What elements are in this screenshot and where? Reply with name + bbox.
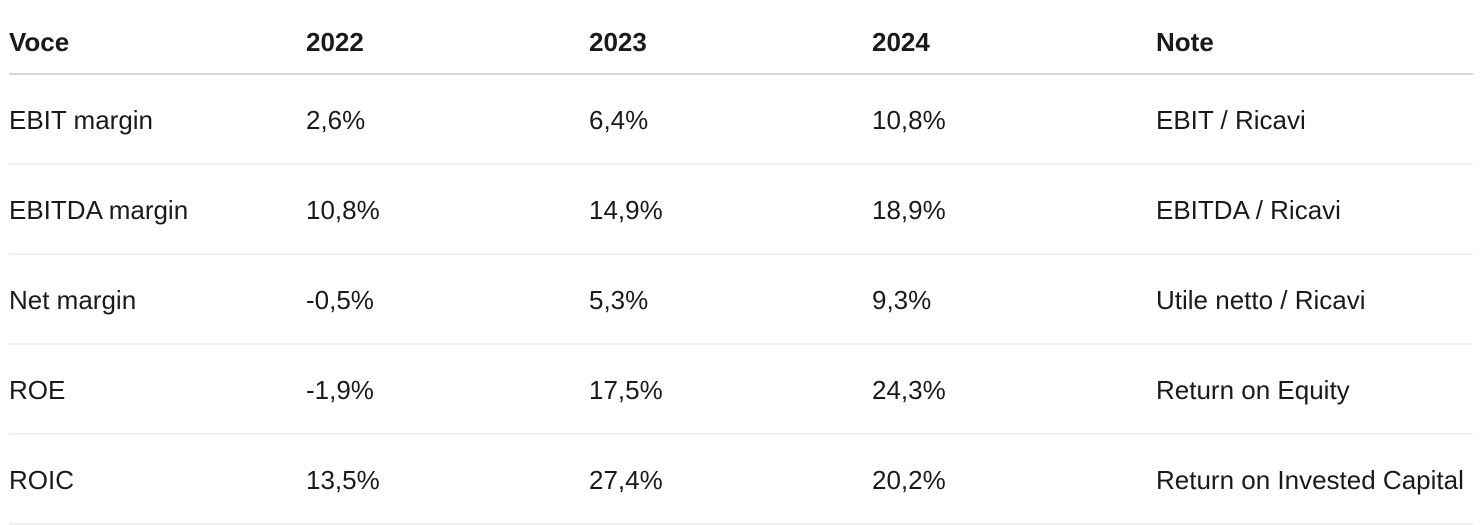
cell-note: Return on Equity xyxy=(1156,344,1473,435)
cell-voce: ROE xyxy=(9,344,306,435)
cell-voce: ROIC xyxy=(9,434,306,525)
table-row: EBIT margin 2,6% 6,4% 10,8% EBIT / Ricav… xyxy=(9,74,1473,165)
cell-2024: 24,3% xyxy=(872,344,1156,435)
table-header-row: Voce 2022 2023 2024 Note xyxy=(9,0,1473,75)
column-header-2024: 2024 xyxy=(872,0,1156,75)
cell-2023: 17,5% xyxy=(589,344,872,435)
cell-2022: 10,8% xyxy=(306,164,589,255)
table-row: Net margin -0,5% 5,3% 9,3% Utile netto /… xyxy=(9,254,1473,345)
column-header-voce: Voce xyxy=(9,0,306,75)
cell-note: EBITDA / Ricavi xyxy=(1156,164,1473,255)
cell-voce: Net margin xyxy=(9,254,306,345)
cell-2024: 9,3% xyxy=(872,254,1156,345)
column-header-2022: 2022 xyxy=(306,0,589,75)
cell-2022: 13,5% xyxy=(306,434,589,525)
cell-2023: 14,9% xyxy=(589,164,872,255)
cell-2022: -1,9% xyxy=(306,344,589,435)
table-row: EBITDA margin 10,8% 14,9% 18,9% EBITDA /… xyxy=(9,164,1473,255)
cell-2023: 27,4% xyxy=(589,434,872,525)
cell-2023: 5,3% xyxy=(589,254,872,345)
column-header-2023: 2023 xyxy=(589,0,872,75)
column-header-note: Note xyxy=(1156,0,1473,75)
cell-note: Return on Invested Capital xyxy=(1156,434,1473,525)
cell-voce: EBITDA margin xyxy=(9,164,306,255)
cell-voce: EBIT margin xyxy=(9,74,306,165)
table-row: ROIC 13,5% 27,4% 20,2% Return on Investe… xyxy=(9,434,1473,525)
cell-2023: 6,4% xyxy=(589,74,872,165)
financial-ratios-table: Voce 2022 2023 2024 Note EBIT margin 2,6… xyxy=(9,0,1473,525)
cell-note: Utile netto / Ricavi xyxy=(1156,254,1473,345)
cell-2024: 18,9% xyxy=(872,164,1156,255)
cell-2022: 2,6% xyxy=(306,74,589,165)
page: { "table": { "headers": { "voce": "Voce"… xyxy=(9,0,1473,525)
cell-2024: 10,8% xyxy=(872,74,1156,165)
cell-note: EBIT / Ricavi xyxy=(1156,74,1473,165)
table-row: ROE -1,9% 17,5% 24,3% Return on Equity xyxy=(9,344,1473,435)
cell-2024: 20,2% xyxy=(872,434,1156,525)
cell-2022: -0,5% xyxy=(306,254,589,345)
